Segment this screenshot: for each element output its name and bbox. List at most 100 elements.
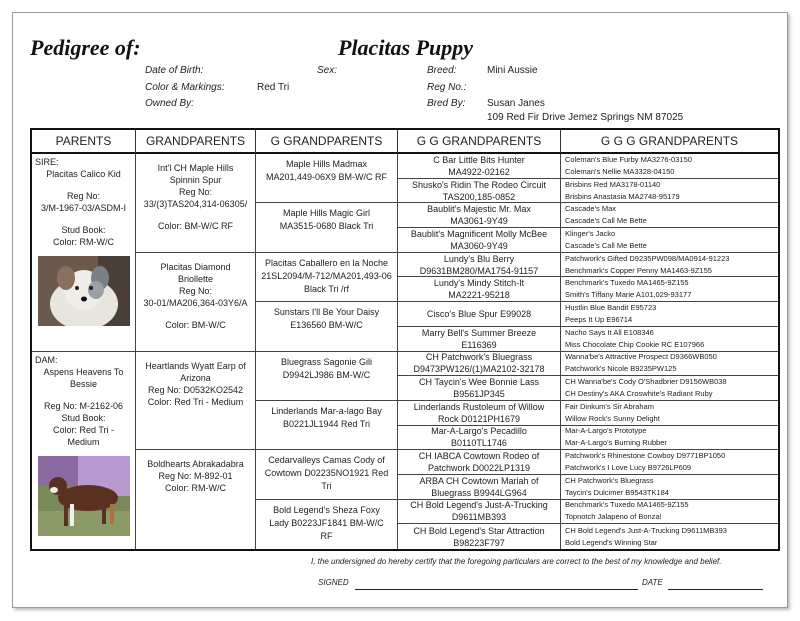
signature-line[interactable]	[355, 589, 638, 590]
gg-grandparent-line: D9631BM280/MA1754-91157	[419, 265, 539, 276]
g-grandparent-line: D9942LJ986 BM-W/C	[282, 369, 371, 380]
gg-grandparent-cell: CH Patchwork's Bluegrass D9473PW126/(1)MA…	[398, 351, 561, 377]
spacer	[32, 214, 135, 224]
ggg-grandparent-cell: Coleman's Blue Furby MA3276-03150 Coleman…	[561, 154, 778, 179]
g-grandparent-line: Placitas Caballero en la Noche	[264, 257, 389, 268]
bred-by-label: Bred By:	[427, 98, 466, 109]
ggg-grandparent-cell: Benchmark's Tuxedo MA1465-9Z155 Smith's T…	[561, 277, 778, 303]
parent-name: Placitas Calico Kid	[46, 169, 121, 179]
ggg-grandparent-name: Patchwork's Gifted D9235PW098/MA0914-912…	[565, 253, 730, 263]
grandparent-line: 33/(3)TAS204,314-06305/	[143, 199, 248, 209]
gg-grandparent-line: Marry Bell's Summer Breeze	[421, 327, 537, 338]
gg-grandparent-line: MA2221-95218	[448, 290, 510, 301]
gg-grandparent-line: Mar-A-Largo's Pecadillo	[431, 426, 527, 437]
ggg-grandparent-cell: CH Wanna'be's Cody O'Shadbrier D9156WB03…	[561, 376, 778, 401]
ggg-grandparent-name: Benchmark's Tuxedo MA1465-9Z155	[565, 278, 689, 288]
g-grandparent-cell: Placitas Caballero en la Noche 21SL2094/M…	[256, 252, 398, 303]
ggg-grandparent-name: Smith's Tiffany Marie A101,029-93177	[565, 290, 692, 300]
gg-grandparent-line: Patchwork D0022LP1319	[427, 463, 531, 474]
gg-grandparent-line: Cisco's Blue Spur E99028	[426, 308, 532, 319]
gg-grandparent-cell: Lundy's Blu Berry D9631BM280/MA1754-91157	[398, 252, 561, 278]
dog-name: Placitas Puppy	[338, 35, 474, 60]
gg-grandparent-cell: Cisco's Blue Spur E99028	[398, 302, 561, 327]
gg-grandparent-cell: CH Bold Legend's Star Attraction B98223F7…	[398, 524, 561, 549]
grandparent-line: Placitas Diamond	[160, 261, 231, 272]
gg-grandparent-line: B9561JP345	[453, 389, 505, 400]
ggg-grandparent-name: Brisbins Anastasia MA2748-95179	[565, 191, 680, 201]
g-grandparent-line: Lady B0223JF1841 BM-W/C	[269, 517, 384, 528]
ggg-grandparent-cell: Mar-A-Largo's Prototype Mar-A-Largo's Bur…	[561, 426, 778, 451]
ggg-grandparent-name: Benchmark's Tuxedo MA1465-9Z155	[565, 500, 689, 510]
gg-grandparent-line: C Bar Little Bits Hunter	[433, 154, 525, 165]
parent-detail: Bessie	[69, 378, 97, 389]
ggg-grandparent-name: Coleman's Blue Furby MA3276-03150	[565, 154, 692, 164]
ggg-grandparent-name: Wanna'be's Attractive Prospect D9366WB05…	[565, 352, 717, 362]
gg-grandparent-line: CH Taycin's Wee Bonnie Lass	[419, 377, 539, 388]
ggg-grandparent-name: Cascade's Call Me Bette	[565, 240, 647, 250]
parent-name: Aspens Heavens To	[43, 366, 124, 377]
gg-grandparent-cell: Baublit's Majestic Mr. Max MA3061-9Y49	[398, 203, 561, 229]
ggg-grandparent-name: Miss Chocolate Chip Cookie RC E107966	[565, 339, 705, 349]
parent-detail: Color: RM-W/C	[53, 237, 114, 247]
sire-label: SIRE:	[35, 157, 59, 167]
g-grandparent-line: MA3515-0680 Black Tri	[279, 221, 374, 232]
g-grandparent-line: Bluegrass Sagonie Gili	[280, 356, 373, 367]
sire-cell: SIRE: Placitas Calico Kid Reg No: 3/M-1967-…	[32, 154, 136, 352]
date-line[interactable]	[668, 589, 763, 590]
gg-grandparent-line: Lundy's Blu Berry	[443, 253, 515, 264]
grandparent-line: Briollette	[177, 273, 213, 284]
grandparent-line: Spinnin Spur	[169, 175, 222, 185]
gg-grandparent-line: Baublit's Magnificent Molly McBee	[410, 228, 548, 239]
color-value: Red Tri	[257, 82, 290, 93]
gg-grandparent-cell: ARBA CH Cowtown Mariah of Bluegrass B9944…	[398, 474, 561, 500]
g-grandparent-cell: Bold Legend's Sheza Foxy Lady B0223JF1841…	[256, 499, 398, 549]
grandparent-line: Color: RM-W/C	[165, 483, 226, 494]
grandparent-line: Reg No:	[178, 187, 213, 197]
g-grandparent-line: RF	[320, 530, 333, 541]
grandparent-line: Color: BM-W/C RF	[158, 221, 233, 231]
spacer	[136, 210, 255, 220]
grandparent-cell: Boldhearts Abrakadabra Reg No: M-892-01 Co…	[136, 450, 256, 549]
ggg-grandparent-cell: Fair Dinkum's Sir Abraham Willow Rock's S…	[561, 401, 778, 426]
gg-grandparent-line: MA4922-02162	[448, 166, 510, 177]
grandparent-line: Color: BM-W/C	[165, 319, 226, 330]
gg-grandparent-cell: CH Bold Legend's Just-A-Trucking D9611MB3…	[398, 499, 561, 525]
color-label: Color & Markings:	[145, 82, 225, 93]
g-grandparent-cell: Linderlands Mar-a-lago Bay B0221JL1944 Re…	[256, 400, 398, 451]
gg-grandparent-line: B0110TL1746	[451, 438, 507, 449]
gg-grandparent-line: MA3060-9Y49	[450, 240, 508, 251]
pedigree-table: PARENTS GRANDPARENTS G GRANDPARENTS G G GRA…	[30, 128, 780, 551]
ggg-grandparent-name: Patchwork's Nicole B9235PW125	[565, 364, 677, 374]
parent-detail: Medium	[67, 436, 100, 447]
ggg-grandparent-cell: Patchwork's Rhinestone Cowboy D9771BP105…	[561, 450, 778, 475]
grandparent-line: 30-01/MA206,364-03Y6/A	[143, 297, 248, 308]
g-grandparent-line: Sunstars I'll Be Your Daisy	[273, 307, 380, 318]
ggg-grandparent-cell: Wanna'be's Attractive Prospect D9366WB05…	[561, 352, 778, 377]
grandparent-cell: Placitas Diamond Briollette Reg No: 30-01/M…	[136, 252, 256, 352]
g-grandparent-cell: Maple Hills Magic Girl MA3515-0680 Black …	[256, 203, 398, 253]
g-grandparent-cell: Maple Hills Madmax MA201,449-06X9 BM-W/C …	[256, 154, 398, 204]
ggg-grandparent-cell: Klinger's Jacko Cascade's Call Me Bette	[561, 228, 778, 253]
gg-grandparent-cell: Shusko's Ridin The Rodeo Circuit TAS200,1…	[398, 178, 561, 204]
grandparent-line: Boldhearts Abrakadabra	[147, 459, 244, 470]
parent-detail: Color: Red Tri -	[52, 424, 114, 435]
g-grandparent-line: 21SL2094/M-712/MA201,493-06	[261, 270, 392, 281]
parent-detail: Stud Book:	[61, 412, 106, 423]
column-header-4: G G GRANDPARENTS	[398, 130, 561, 154]
ggg-grandparent-name: CH Patchwork's Bluegrass	[565, 475, 654, 485]
gg-grandparent-cell: Linderlands Rustoleum of Willow Rock D012…	[398, 400, 561, 426]
grandparent-cell: Int'l CH Maple Hills Spinnin Spur Reg No: 3…	[136, 154, 256, 253]
gg-grandparent-line: Shusko's Ridin The Rodeo Circuit	[411, 179, 547, 190]
ggg-grandparent-name: Klinger's Jacko	[565, 228, 616, 238]
spacer	[136, 309, 255, 319]
gg-grandparent-line: Bluegrass B9944LG964	[431, 487, 527, 498]
sex-label: Sex:	[317, 65, 338, 76]
grandparent-line: Reg No:	[178, 285, 213, 296]
grandparent-line: Arizona	[180, 372, 211, 383]
g-grandparent-cell: Bluegrass Sagonie Gili D9942LJ986 BM-W/C	[256, 351, 398, 401]
g-grandparent-line: Linderlands Mar-a-lago Bay	[271, 405, 382, 416]
ggg-grandparent-cell: Brisbins Red MA3178-01140 Brisbins Anasta…	[561, 179, 778, 204]
gg-grandparent-line: TAS200,185-0852	[442, 191, 516, 202]
gg-grandparent-cell: CH Taycin's Wee Bonnie Lass B9561JP345	[398, 376, 561, 401]
breed-value: Mini Aussie	[487, 65, 538, 76]
